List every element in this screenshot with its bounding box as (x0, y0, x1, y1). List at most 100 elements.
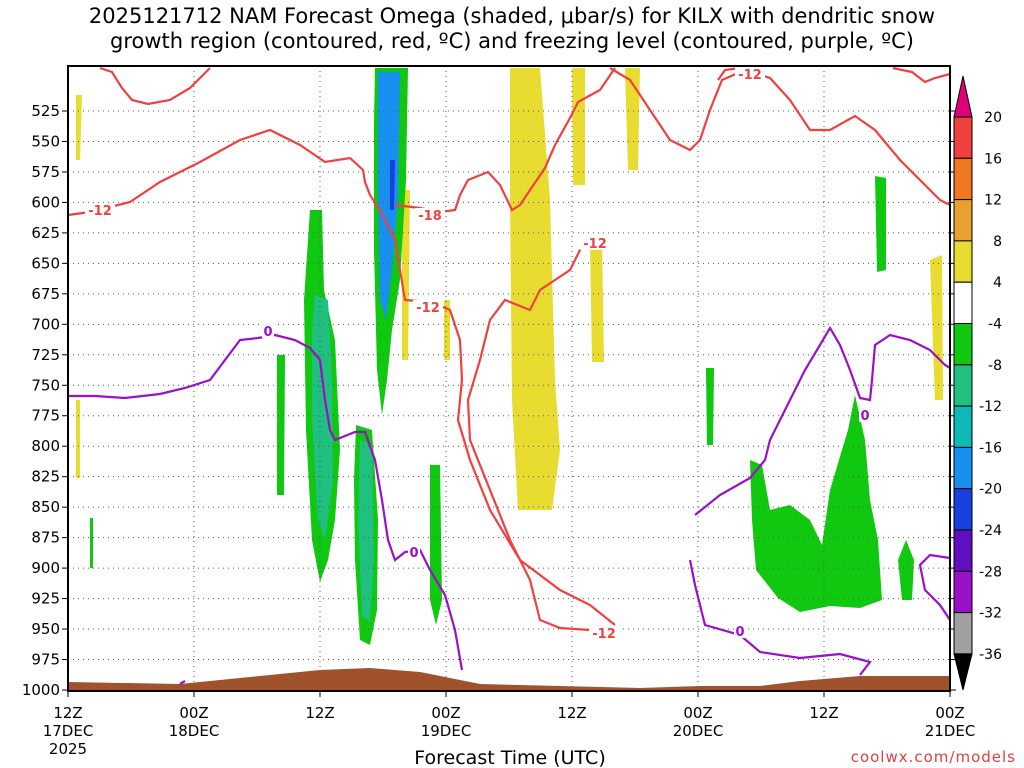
dgz-label-bg-4 (735, 67, 765, 81)
colorbar-segment (953, 281, 973, 325)
y-tick-label: 925 (31, 590, 60, 608)
colorbar-label: -28 (979, 564, 1002, 580)
y-tick-label: 600 (31, 193, 60, 211)
y-tick-label: 1000 (22, 681, 60, 699)
omega-region-20 (90, 518, 93, 568)
y-tick-label: 550 (31, 132, 60, 150)
plot-frame (67, 65, 951, 692)
x-tick-label: 12Z (305, 704, 334, 722)
colorbar-segment (953, 405, 973, 448)
x-tick-label: 21DEC (925, 722, 976, 740)
y-tick-label: 575 (31, 163, 60, 181)
y-tick-label: 650 (31, 254, 60, 272)
freezing-label-bg-3 (734, 624, 746, 638)
x-axis-title: Forecast Time (UTC) (414, 747, 605, 768)
colorbar-label: -36 (979, 647, 1002, 663)
x-tick-label: 12Z (557, 704, 586, 722)
colorbar-label: -4 (988, 317, 1002, 333)
colorbar-segment (953, 570, 973, 614)
colorbar-label: -20 (979, 482, 1002, 498)
y-tick-label: 675 (31, 285, 60, 303)
dgz-contour-label: -12 (88, 204, 112, 219)
colorbar-bottom-arrow (953, 653, 973, 691)
freezing-contour-label: 0 (860, 409, 869, 424)
colorbar-label: 4 (993, 275, 1002, 291)
y-tick-label: 950 (31, 620, 60, 638)
freezing-contour-3 (688, 559, 872, 676)
colorbar-label: -12 (979, 399, 1002, 415)
colorbar-segment (953, 488, 973, 531)
colorbar-segment (953, 612, 973, 655)
dgz-contour-0 (67, 128, 616, 626)
colorbar: 20 16 12 8 4 -4 -8 -12 -16 -20 -24 -28 -32 -36 (953, 75, 1002, 691)
x-tick-label: 19DEC (421, 722, 472, 740)
colorbar-label: -32 (979, 606, 1002, 622)
colorbar-label: -24 (979, 523, 1002, 539)
colorbar-label: -16 (979, 440, 1002, 456)
y-tick-label: 700 (31, 315, 60, 333)
y-tick-label: 875 (31, 529, 60, 547)
y-tick-label: 850 (31, 498, 60, 516)
y-tick-label: 800 (31, 437, 60, 455)
dgz-label-bg-1 (415, 208, 445, 222)
omega-region-7 (76, 95, 82, 160)
colorbar-segment (953, 199, 973, 242)
watermark: coolwx.com/models (851, 748, 1016, 766)
x-tick-label: 00Z (683, 704, 712, 722)
dgz-contour-label: -12 (592, 627, 616, 642)
freezing-label-bg-0 (262, 324, 274, 338)
colorbar-top-arrow (953, 75, 973, 118)
omega-shading (76, 68, 943, 645)
dgz-contour-5 (892, 66, 951, 84)
dgz-contour-1 (99, 66, 211, 106)
colorbar-segment (953, 529, 973, 572)
y-tick-label: 625 (31, 224, 60, 242)
y-tick-label: 750 (31, 376, 60, 394)
omega-region-22 (898, 540, 914, 600)
dgz-contour-label: -12 (738, 68, 762, 83)
chart-title: 2025121712 NAM Forecast Omega (shaded, μ… (0, 4, 1024, 54)
freezing-label-bg-2 (859, 408, 871, 422)
y-tick-label: 825 (31, 468, 60, 486)
dgz-contour-label: -12 (416, 301, 440, 316)
freezing-contour-label: 0 (263, 325, 272, 340)
dgz-label-bg-0 (85, 203, 115, 217)
dgz-contour-4 (466, 239, 591, 632)
freezing-label-bg-1 (408, 545, 420, 559)
omega-region-17 (430, 465, 442, 625)
colorbar-label: 12 (984, 193, 1002, 209)
omega-region-0 (510, 68, 560, 510)
x-tick-label: 18DEC (169, 722, 220, 740)
colorbar-segment (953, 446, 973, 490)
omega-region-3 (590, 240, 604, 362)
omega-region-16 (277, 355, 285, 495)
contours: -12 -18 -12 -12 -12 -12 0 0 0 0 (67, 66, 951, 685)
x-tick-label: 00Z (179, 704, 208, 722)
x-tick-label: 2025 (49, 740, 87, 758)
omega-region-12 (378, 72, 400, 320)
y-tick-label: 525 (31, 102, 60, 120)
dgz-contour-label: -12 (583, 237, 607, 252)
colorbar-segment (953, 240, 973, 283)
dgz-label-bg-3 (580, 236, 610, 250)
chart-title-line2: growth region (contoured, red, ºC) and f… (110, 29, 914, 53)
omega-region-21 (750, 395, 882, 612)
omega-region-4 (930, 255, 943, 400)
colorbar-label: 16 (984, 151, 1002, 167)
omega-region-2 (625, 68, 640, 170)
x-tick-label: 17DEC (43, 722, 94, 740)
dgz-contour-3 (609, 67, 951, 206)
omega-region-8 (76, 400, 80, 478)
colorbar-label: 20 (984, 110, 1002, 126)
dgz-label-bg-5 (589, 626, 619, 640)
omega-region-1 (572, 68, 585, 185)
omega-region-15 (358, 440, 374, 622)
y-tick-label: 725 (31, 346, 60, 364)
colorbar-segment (953, 364, 973, 407)
x-tick-label: 12Z (53, 704, 82, 722)
y-tick-label: 900 (31, 559, 60, 577)
dgz-contour-label: -18 (418, 209, 442, 224)
omega-region-19 (875, 176, 886, 272)
